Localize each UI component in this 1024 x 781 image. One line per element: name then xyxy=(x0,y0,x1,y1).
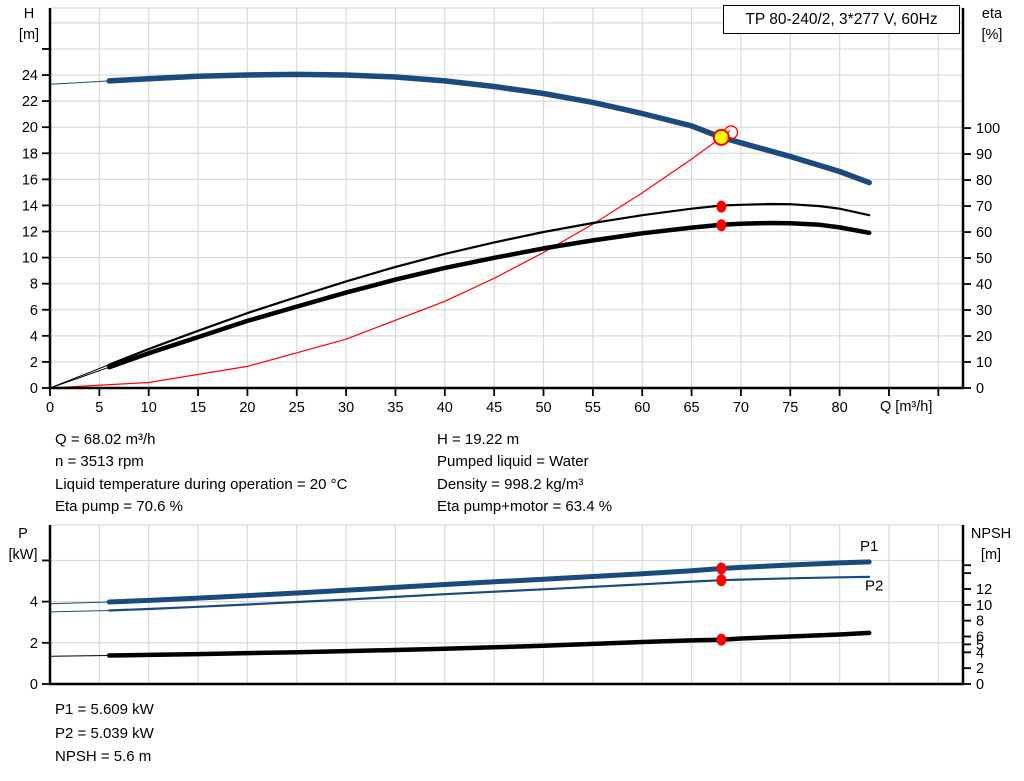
svg-text:40: 40 xyxy=(437,400,453,416)
svg-text:P2: P2 xyxy=(865,578,883,595)
p-axis-unit: [kW] xyxy=(8,547,38,563)
detail-speed: n = 3513 rpm xyxy=(55,453,144,471)
p-axis-caption: P [kW] xyxy=(0,524,46,566)
svg-text:22: 22 xyxy=(22,94,38,110)
svg-text:18: 18 xyxy=(22,146,38,162)
svg-text:80: 80 xyxy=(976,173,992,189)
svg-text:20: 20 xyxy=(22,120,38,136)
svg-text:5: 5 xyxy=(95,400,103,416)
svg-text:10: 10 xyxy=(976,598,992,614)
svg-text:12: 12 xyxy=(22,225,38,241)
svg-text:65: 65 xyxy=(683,400,699,416)
svg-text:80: 80 xyxy=(832,400,848,416)
svg-text:15: 15 xyxy=(190,400,206,416)
svg-text:70: 70 xyxy=(733,400,749,416)
svg-text:0: 0 xyxy=(46,400,54,416)
svg-text:4: 4 xyxy=(976,645,984,661)
svg-text:16: 16 xyxy=(22,172,38,188)
p-axis-symbol: P xyxy=(18,526,28,542)
svg-text:14: 14 xyxy=(22,198,38,214)
detail-eta-pump-motor: Eta pump+motor = 63.4 % xyxy=(437,498,613,516)
svg-text:12: 12 xyxy=(976,582,992,598)
svg-text:4: 4 xyxy=(30,329,38,345)
svg-text:P1: P1 xyxy=(860,538,878,555)
svg-text:8: 8 xyxy=(976,614,984,630)
svg-text:55: 55 xyxy=(585,400,601,416)
svg-text:60: 60 xyxy=(634,400,650,416)
svg-text:60: 60 xyxy=(976,225,992,241)
svg-text:20: 20 xyxy=(239,400,255,416)
svg-text:40: 40 xyxy=(976,277,992,293)
svg-text:70: 70 xyxy=(976,199,992,215)
svg-text:0: 0 xyxy=(30,677,38,693)
results-block: P1 = 5.609 kW P2 = 5.039 kW NPSH = 5.6 m xyxy=(55,698,154,769)
result-p2: P2 = 5.039 kW xyxy=(55,724,154,742)
eta-axis-symbol: eta xyxy=(981,6,1003,22)
svg-text:5: 5 xyxy=(976,637,984,653)
svg-text:10: 10 xyxy=(141,400,157,416)
svg-text:25: 25 xyxy=(289,400,305,416)
h-axis-caption: H [m] xyxy=(8,4,50,46)
npsh-axis-unit: [m] xyxy=(980,547,1002,563)
svg-text:30: 30 xyxy=(976,303,992,319)
detail-head: H = 19.22 m xyxy=(437,431,520,448)
detail-pumped-liquid: Pumped liquid = Water xyxy=(437,453,589,471)
svg-text:2: 2 xyxy=(976,661,984,677)
detail-q: Q = 68.02 m³/h xyxy=(55,431,156,448)
svg-text:10: 10 xyxy=(22,251,38,267)
svg-text:20: 20 xyxy=(976,329,992,345)
svg-text:4: 4 xyxy=(30,595,38,611)
npsh-axis-caption: NPSH [m] xyxy=(960,524,1022,566)
svg-text:50: 50 xyxy=(535,400,551,416)
eta-axis-caption: eta [%] xyxy=(964,4,1020,46)
svg-text:10: 10 xyxy=(976,355,992,371)
svg-text:0: 0 xyxy=(30,381,38,397)
svg-text:90: 90 xyxy=(976,147,992,163)
svg-text:35: 35 xyxy=(387,400,403,416)
svg-text:2: 2 xyxy=(30,636,38,652)
detail-eta-pump: Eta pump = 70.6 % xyxy=(55,498,183,516)
svg-text:45: 45 xyxy=(486,400,502,416)
svg-text:0: 0 xyxy=(976,677,984,693)
qh-eta-chart: 0 5 10 15 20 25 30 35 40 45 50 55 60 65 70 75 8002468101… xyxy=(22,7,1000,416)
svg-text:75: 75 xyxy=(782,400,798,416)
details-right-column: H = 19.22 m Pumped liquid = Water Densit… xyxy=(437,429,612,519)
eta-axis-unit: [%] xyxy=(981,27,1003,43)
svg-text:30: 30 xyxy=(338,400,354,416)
h-axis-unit: [m] xyxy=(18,27,40,43)
result-p1: P1 = 5.609 kW xyxy=(55,701,154,718)
svg-text:0: 0 xyxy=(976,381,984,397)
npsh-axis-symbol: NPSH xyxy=(970,526,1012,542)
svg-text:24: 24 xyxy=(22,68,38,84)
detail-liquid-temperature: Liquid temperature during operation = 20… xyxy=(55,475,348,493)
svg-text:2: 2 xyxy=(30,355,38,371)
svg-text:50: 50 xyxy=(976,251,992,267)
pump-model-box: TP 80-240/2, 3*277 V, 60Hz xyxy=(723,5,960,34)
h-axis-symbol: H xyxy=(23,6,35,22)
svg-text:6: 6 xyxy=(30,303,38,319)
svg-text:100: 100 xyxy=(976,121,1000,137)
result-npsh: NPSH = 5.6 m xyxy=(55,748,152,765)
q-axis-caption: Q [m³/h] xyxy=(880,399,933,415)
details-left-column: Q = 68.02 m³/h n = 3513 rpm Liquid tempe… xyxy=(55,429,347,519)
detail-density: Density = 998.2 kg/m³ xyxy=(437,475,584,493)
svg-text:8: 8 xyxy=(30,277,38,293)
svg-text:6: 6 xyxy=(976,629,984,645)
